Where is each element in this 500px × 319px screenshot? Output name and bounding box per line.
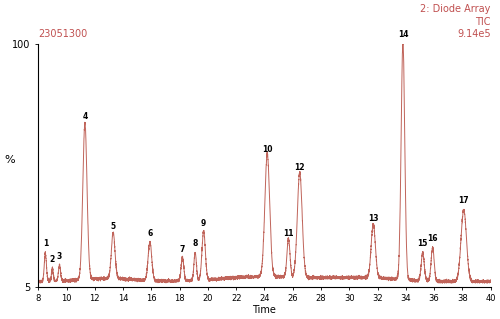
Text: 3: 3 <box>57 252 62 261</box>
Y-axis label: %: % <box>4 155 15 165</box>
Text: 1: 1 <box>42 240 48 249</box>
Text: 10: 10 <box>262 145 272 154</box>
Text: 17: 17 <box>458 196 469 205</box>
Text: 8: 8 <box>192 240 198 249</box>
Text: 13: 13 <box>368 214 378 223</box>
Text: 11: 11 <box>283 229 294 238</box>
Text: 9: 9 <box>201 219 206 228</box>
Text: 2: 2 <box>50 255 55 264</box>
Text: 4: 4 <box>82 112 87 121</box>
Text: 15: 15 <box>418 240 428 249</box>
Text: 5: 5 <box>110 222 116 231</box>
Text: 7: 7 <box>180 245 185 254</box>
Text: 12: 12 <box>294 163 305 172</box>
Text: 23051300: 23051300 <box>38 29 88 39</box>
Text: 16: 16 <box>428 234 438 243</box>
X-axis label: Time: Time <box>252 305 276 315</box>
Text: 2: Diode Array
TIC
9.14e5: 2: Diode Array TIC 9.14e5 <box>420 4 490 39</box>
Text: 14: 14 <box>398 30 408 39</box>
Text: 6: 6 <box>148 229 152 238</box>
